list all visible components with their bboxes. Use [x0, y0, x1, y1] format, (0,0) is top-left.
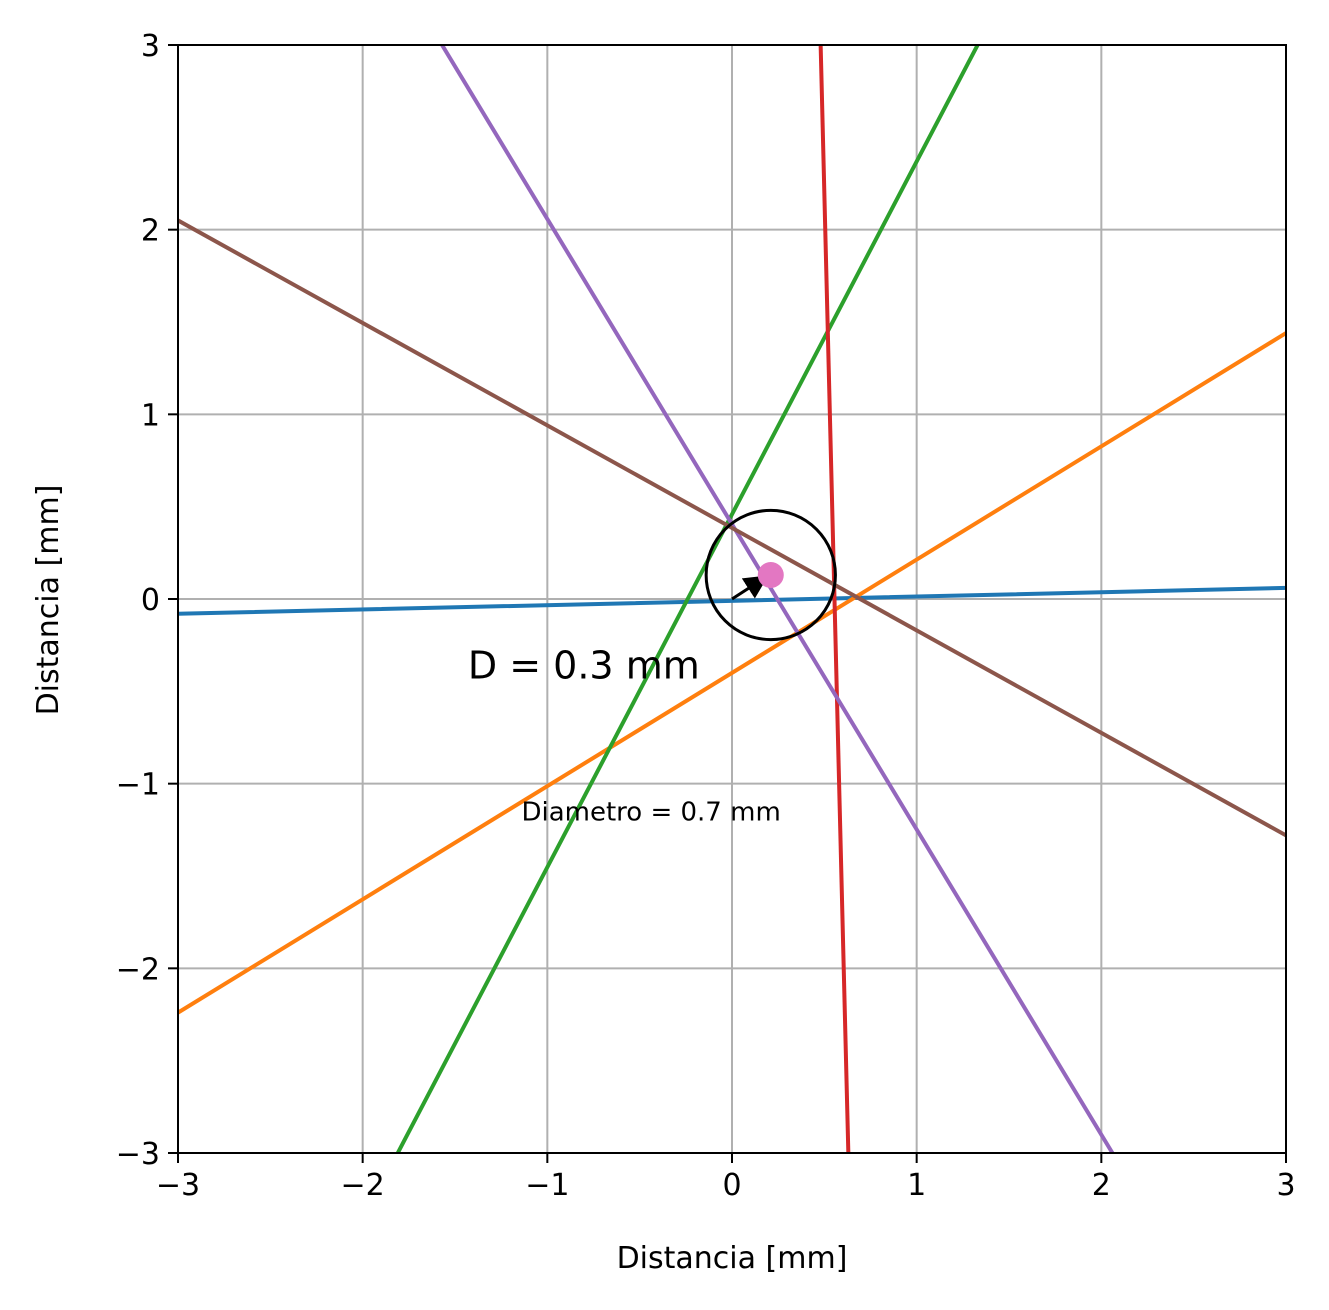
y-tick-label: 0: [141, 583, 160, 618]
y-tick-label: −2: [116, 952, 160, 987]
annotations: D = 0.3 mm Diametro = 0.7 mm: [468, 643, 781, 827]
y-axis-label: Distancia [mm]: [31, 485, 66, 716]
center-point: [757, 561, 784, 588]
diameter-circle: [704, 508, 837, 642]
overlay-group: [704, 508, 837, 642]
annotation-2: Diametro = 0.7 mm: [521, 798, 780, 828]
y-axis-ticks: −3 −2 −1 0 1 2 3: [116, 29, 178, 1172]
y-tick-label: −3: [116, 1137, 160, 1172]
series-line-1: [178, 585, 1286, 616]
x-tick-label: 0: [722, 1168, 741, 1203]
x-tick-label: −2: [341, 1168, 385, 1203]
x-tick-label: −3: [156, 1168, 200, 1203]
series-line-3: [395, 45, 980, 1153]
y-tick-label: 1: [141, 398, 160, 433]
x-tick-label: 2: [1092, 1168, 1111, 1203]
x-tick-label: −1: [525, 1168, 569, 1203]
annotation-1: D = 0.3 mm: [468, 643, 700, 687]
distance-arrow: [731, 575, 769, 601]
series-line-6: [178, 218, 1286, 838]
y-tick-label: 3: [141, 29, 160, 64]
y-tick-label: −1: [116, 768, 160, 803]
x-tick-label: 1: [907, 1168, 926, 1203]
x-axis-label: Distancia [mm]: [617, 1241, 848, 1276]
x-tick-label: 3: [1276, 1168, 1295, 1203]
x-axis-ticks: −3 −2 −1 0 1 2 3: [156, 1153, 1296, 1203]
series-group: [178, 45, 1286, 1153]
series-line-5: [439, 45, 1115, 1153]
series-line-4: [818, 45, 851, 1153]
y-tick-label: 2: [141, 214, 160, 249]
series-line-2: [178, 330, 1286, 1015]
